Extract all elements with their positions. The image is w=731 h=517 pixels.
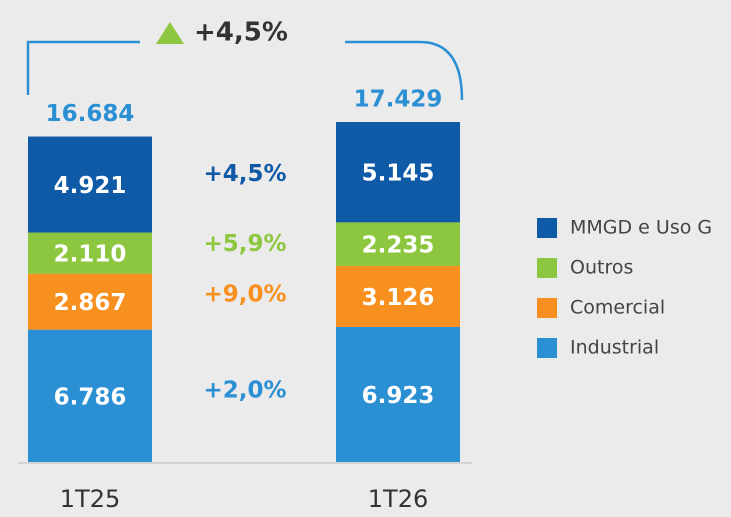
bar-segment: [28, 232, 152, 274]
bar-value-label: 2.110: [54, 242, 127, 268]
growth-label: +9,0%: [203, 282, 286, 308]
bar-value-label: 3.126: [362, 285, 435, 311]
legend-label: Industrial: [570, 337, 659, 359]
legend-label: Outros: [570, 257, 633, 279]
legend-label: Comercial: [570, 297, 665, 319]
bar-segment: [336, 222, 460, 266]
legend-swatch: [537, 298, 557, 318]
x-tick-label: 1T26: [368, 485, 428, 513]
growth-label: +4,5%: [203, 161, 286, 187]
growth-label: +5,9%: [203, 231, 286, 257]
total-label: 17.429: [354, 87, 443, 113]
growth-bracket: [26, 40, 464, 101]
bar-value-label: 2.235: [362, 233, 435, 259]
bar-segment: [336, 265, 460, 327]
legend-label: MMGD e Uso G: [570, 217, 712, 239]
bar-value-label: 4.921: [54, 173, 127, 199]
total-label: 16.684: [46, 101, 135, 127]
legend-swatch: [537, 218, 557, 238]
legend-swatch: [537, 258, 557, 278]
bar-value-label: 2.867: [54, 290, 127, 316]
bar-segment: [28, 329, 152, 462]
total-growth: +4,5%: [194, 18, 288, 48]
bar-segment: [336, 326, 460, 462]
bar-segment: [28, 273, 152, 330]
up-triangle: [156, 22, 184, 44]
bar-segment: [28, 136, 152, 233]
legend-swatch: [537, 338, 557, 358]
bar-value-label: 5.145: [362, 161, 435, 187]
bar-value-label: 6.786: [54, 384, 127, 410]
growth-label: +2,0%: [203, 378, 286, 404]
bar-value-label: 6.923: [362, 383, 435, 409]
x-tick-label: 1T25: [60, 485, 120, 513]
bar-segment: [336, 122, 460, 223]
